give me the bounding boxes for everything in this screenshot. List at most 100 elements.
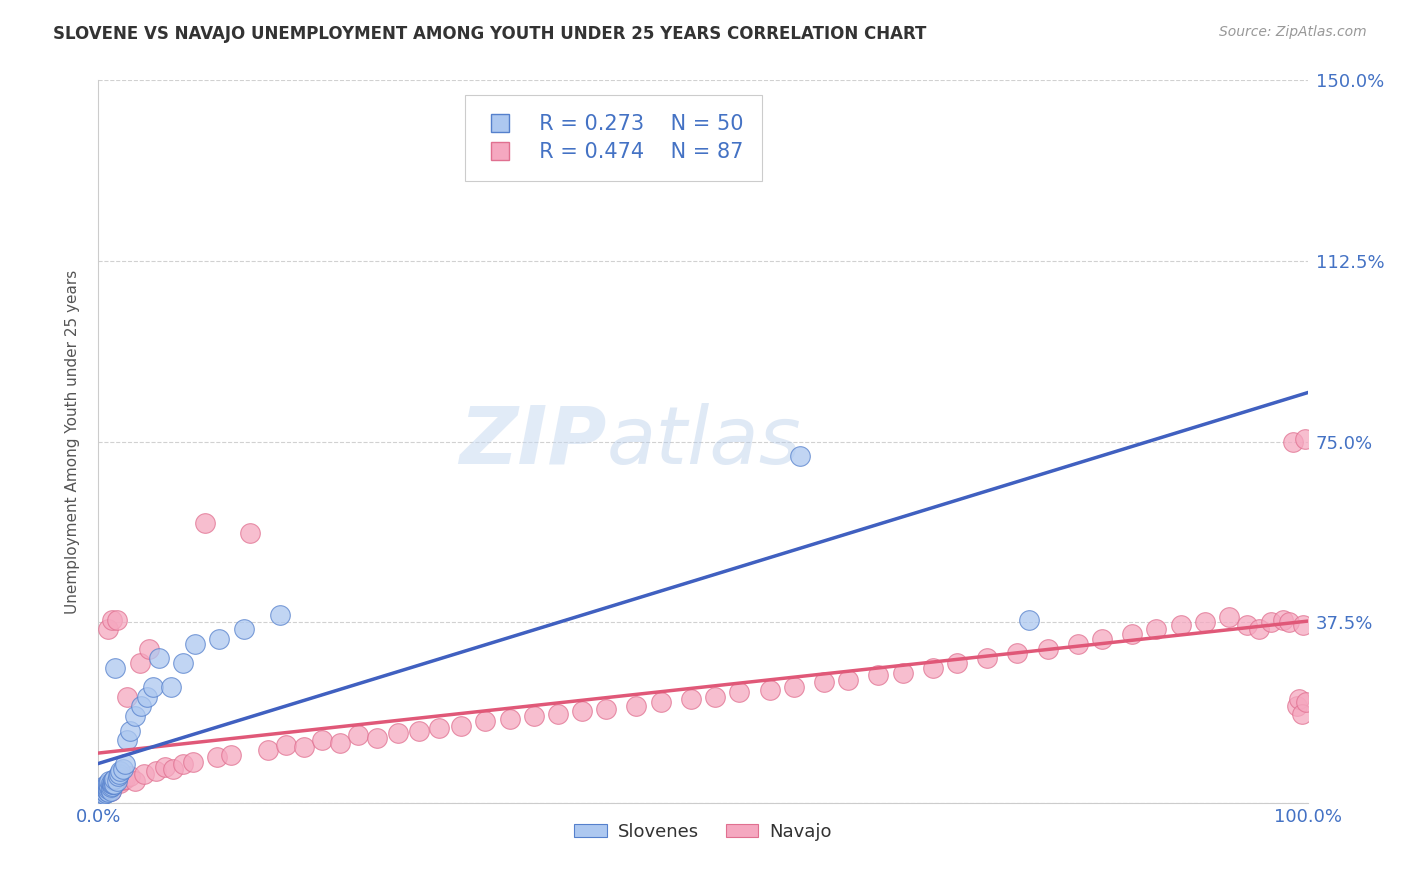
Point bbox=[704, 690, 727, 704]
Point bbox=[91, 785, 114, 799]
Point bbox=[100, 613, 122, 627]
Text: ZIP: ZIP bbox=[458, 402, 606, 481]
Point bbox=[91, 781, 114, 796]
Point bbox=[408, 723, 430, 738]
Point bbox=[91, 784, 114, 798]
Point bbox=[946, 656, 969, 670]
Point bbox=[101, 779, 124, 793]
Point bbox=[117, 733, 139, 747]
Point bbox=[547, 706, 569, 721]
Point bbox=[97, 785, 120, 799]
Point bbox=[97, 776, 120, 790]
Point bbox=[101, 772, 124, 787]
Point bbox=[208, 632, 231, 646]
Y-axis label: Unemployment Among Youth under 25 years: Unemployment Among Youth under 25 years bbox=[65, 269, 80, 614]
Point bbox=[160, 680, 183, 694]
Point bbox=[1218, 610, 1240, 624]
Point bbox=[100, 780, 122, 795]
Point bbox=[679, 692, 702, 706]
Point bbox=[135, 690, 157, 704]
Point bbox=[91, 784, 114, 798]
Point bbox=[100, 776, 122, 790]
Point bbox=[103, 772, 125, 786]
Point bbox=[103, 776, 125, 790]
Point bbox=[93, 784, 115, 798]
Point bbox=[1294, 432, 1316, 446]
Point bbox=[104, 777, 127, 791]
Point bbox=[868, 668, 890, 682]
Point bbox=[1288, 692, 1310, 706]
Point bbox=[1018, 613, 1040, 627]
Point bbox=[100, 775, 122, 789]
Point bbox=[148, 651, 170, 665]
Point bbox=[98, 779, 121, 793]
Point bbox=[111, 762, 134, 776]
Point bbox=[98, 781, 121, 796]
Point bbox=[134, 767, 156, 781]
Point bbox=[274, 738, 297, 752]
Point bbox=[96, 777, 118, 791]
Point bbox=[129, 699, 152, 714]
Point bbox=[1249, 623, 1271, 637]
Legend: Slovenes, Navajo: Slovenes, Navajo bbox=[567, 815, 839, 848]
Point bbox=[97, 780, 120, 795]
Point bbox=[114, 772, 136, 786]
Point bbox=[114, 757, 136, 772]
Point bbox=[97, 782, 120, 797]
Point bbox=[94, 779, 117, 793]
Point bbox=[205, 750, 228, 764]
Point bbox=[98, 774, 121, 789]
Point bbox=[976, 651, 998, 665]
Point bbox=[124, 774, 146, 789]
Point bbox=[124, 709, 146, 723]
Point bbox=[1091, 632, 1114, 646]
Point bbox=[292, 740, 315, 755]
Point bbox=[1282, 434, 1305, 449]
Point bbox=[1121, 627, 1143, 641]
Point bbox=[1146, 623, 1168, 637]
Point bbox=[117, 690, 139, 704]
Point bbox=[184, 637, 207, 651]
Point bbox=[450, 719, 472, 733]
Point bbox=[94, 786, 117, 800]
Point bbox=[172, 757, 194, 772]
Point bbox=[813, 675, 835, 690]
Point bbox=[1291, 706, 1313, 721]
Point bbox=[93, 782, 115, 797]
Point bbox=[108, 775, 131, 789]
Point bbox=[108, 767, 131, 781]
Point bbox=[311, 733, 333, 747]
Point bbox=[111, 772, 134, 787]
Point bbox=[1272, 613, 1295, 627]
Text: Source: ZipAtlas.com: Source: ZipAtlas.com bbox=[1219, 25, 1367, 39]
Point bbox=[1036, 641, 1059, 656]
Point bbox=[1067, 637, 1090, 651]
Point bbox=[100, 775, 122, 789]
Point bbox=[96, 784, 118, 798]
Point bbox=[101, 777, 124, 791]
Point bbox=[626, 699, 648, 714]
Point bbox=[329, 735, 352, 749]
Point bbox=[94, 780, 117, 795]
Point bbox=[118, 769, 141, 783]
Point bbox=[921, 661, 943, 675]
Point bbox=[98, 777, 121, 791]
Point bbox=[1260, 615, 1282, 630]
Point bbox=[103, 776, 125, 790]
Point bbox=[181, 755, 204, 769]
Point bbox=[221, 747, 243, 762]
Point bbox=[498, 712, 520, 726]
Point bbox=[145, 764, 167, 779]
Point bbox=[108, 764, 131, 779]
Point bbox=[128, 656, 150, 670]
Point bbox=[100, 779, 122, 793]
Point bbox=[256, 743, 278, 757]
Point bbox=[118, 723, 141, 738]
Point bbox=[1285, 699, 1308, 714]
Point bbox=[650, 695, 672, 709]
Point bbox=[94, 785, 117, 799]
Point bbox=[1170, 617, 1192, 632]
Point bbox=[104, 661, 127, 675]
Point bbox=[93, 779, 115, 793]
Point bbox=[232, 623, 254, 637]
